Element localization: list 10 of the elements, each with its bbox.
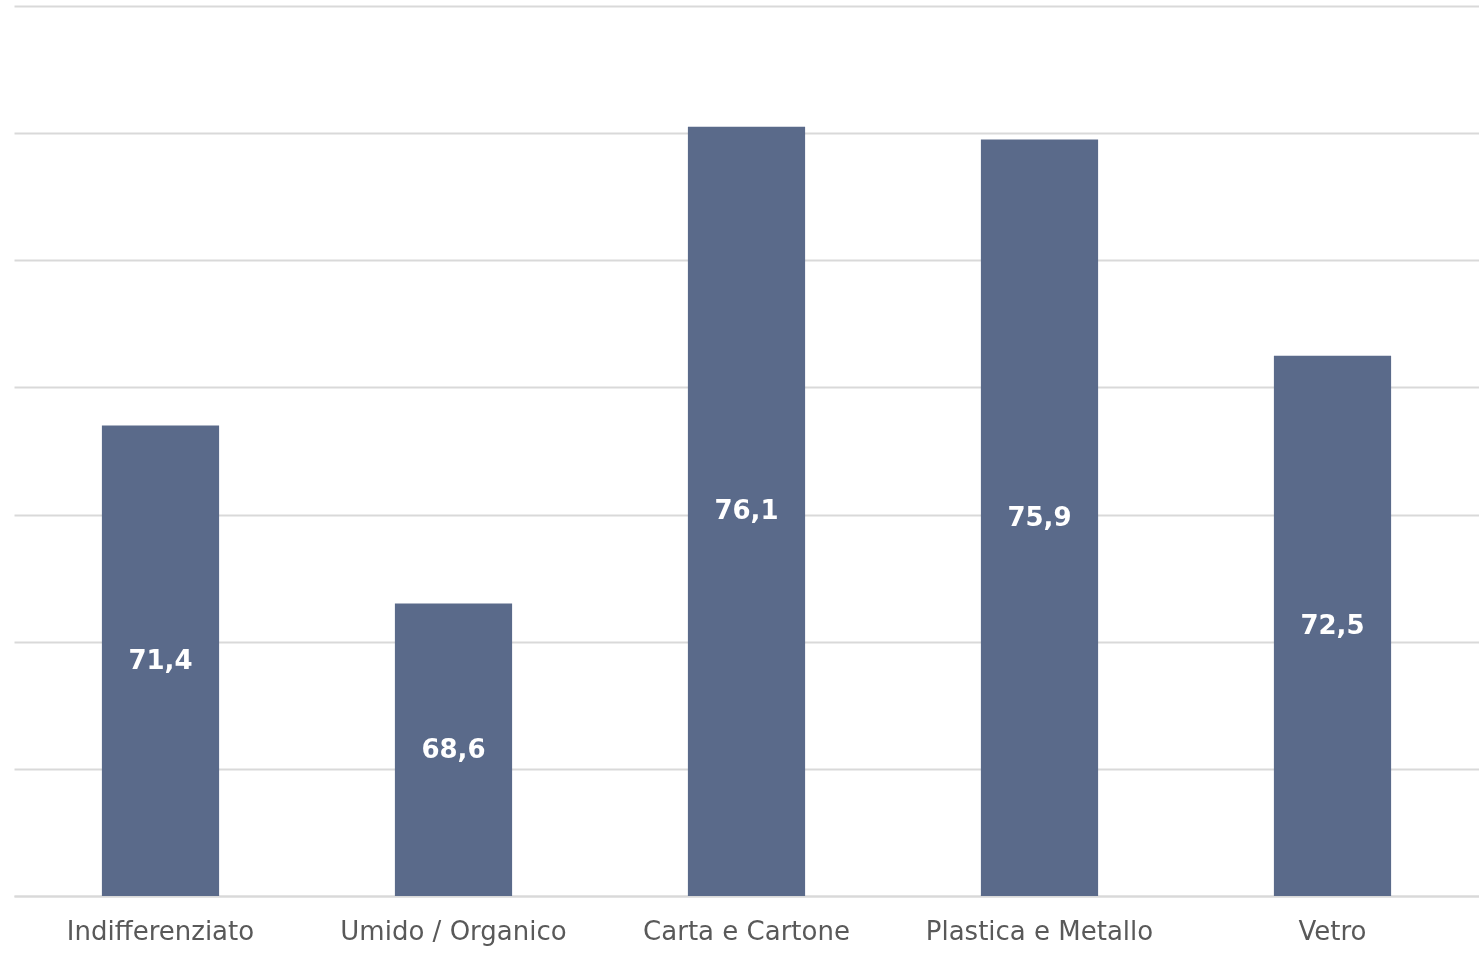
x-tick-label: Umido / Organico (340, 915, 567, 946)
data-label: 72,5 (1300, 609, 1365, 640)
data-label: 75,9 (1007, 501, 1072, 532)
x-tick-label: Plastica e Metallo (925, 915, 1154, 946)
x-tick-label: Vetro (1298, 915, 1367, 946)
data-label: 71,4 (128, 644, 193, 675)
x-tick-label: Carta e Cartone (643, 915, 850, 946)
data-label: 68,6 (421, 733, 486, 764)
x-tick-label: Indifferenziato (66, 915, 255, 946)
data-label: 76,1 (714, 495, 779, 526)
